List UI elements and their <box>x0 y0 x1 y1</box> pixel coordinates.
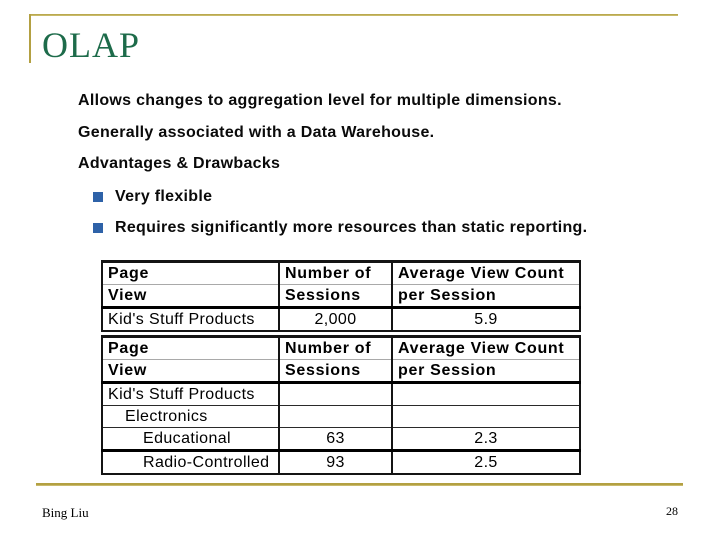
sessions-cell <box>278 382 393 406</box>
sessions-cell: 93 <box>278 450 393 474</box>
sub-bullet-label: Very flexible <box>115 188 213 205</box>
footer-author: Bing Liu <box>42 505 89 520</box>
header-cell: Page <box>101 336 280 360</box>
table-row: Kid's Stuff Products <box>101 382 581 406</box>
sessions-cell <box>278 405 393 428</box>
bullet-line: Allows changes to aggregation level for … <box>78 92 562 109</box>
sub-bullet-line: Requires significantly more resources th… <box>93 219 587 237</box>
page-view-cell: Electronics <box>101 405 280 428</box>
header-cell: View <box>101 359 280 384</box>
table-header-row: Page Number of Average View Count <box>101 336 581 360</box>
table-row: Educational 63 2.3 <box>101 427 581 452</box>
page-view-cell: Radio-Controlled <box>101 450 280 474</box>
header-cell: Average View Count <box>391 261 581 285</box>
square-bullet-icon <box>93 223 103 233</box>
header-cell: View <box>101 284 280 309</box>
bottom-accent-rule <box>36 483 683 486</box>
sub-bullet-label: Requires significantly more resources th… <box>115 219 588 236</box>
table-header-row: View Sessions per Session <box>101 359 581 384</box>
header-cell: Number of <box>278 261 393 285</box>
page-view-cell: Kid's Stuff Products <box>101 307 280 332</box>
avg-view-cell: 2.3 <box>391 427 581 452</box>
slide-title: OLAP <box>42 25 141 65</box>
header-cell: Sessions <box>278 359 393 384</box>
square-bullet-icon <box>93 192 103 202</box>
header-cell: Sessions <box>278 284 393 309</box>
sub-bullet-line: Very flexible <box>93 188 212 206</box>
header-cell: Number of <box>278 336 393 360</box>
avg-view-cell <box>391 405 581 428</box>
footer-page-number: 28 <box>666 504 678 518</box>
table-row: Kid's Stuff Products 2,000 5.9 <box>101 307 581 332</box>
pageview-detail-table: Page Number of Average View Count View S… <box>101 335 581 475</box>
sessions-cell: 63 <box>278 427 393 452</box>
left-accent-rule <box>29 14 31 63</box>
table-row: Radio-Controlled 93 2.5 <box>101 450 581 474</box>
avg-view-cell <box>391 382 581 406</box>
bullet-line: Generally associated with a Data Warehou… <box>78 124 435 141</box>
header-cell: per Session <box>391 359 581 384</box>
bullet-line: Advantages & Drawbacks <box>78 155 281 172</box>
header-cell: per Session <box>391 284 581 309</box>
pageview-summary-table: Page Number of Average View Count View S… <box>101 260 581 332</box>
top-accent-rule <box>30 14 678 16</box>
avg-view-cell: 5.9 <box>391 307 581 332</box>
avg-view-cell: 2.5 <box>391 450 581 474</box>
header-cell: Average View Count <box>391 336 581 360</box>
table-header-row: View Sessions per Session <box>101 284 581 309</box>
page-view-cell: Educational <box>101 427 280 452</box>
table-header-row: Page Number of Average View Count <box>101 261 581 285</box>
page-view-cell: Kid's Stuff Products <box>101 382 280 406</box>
header-cell: Page <box>101 261 280 285</box>
sessions-cell: 2,000 <box>278 307 393 332</box>
table-row: Electronics <box>101 405 581 428</box>
